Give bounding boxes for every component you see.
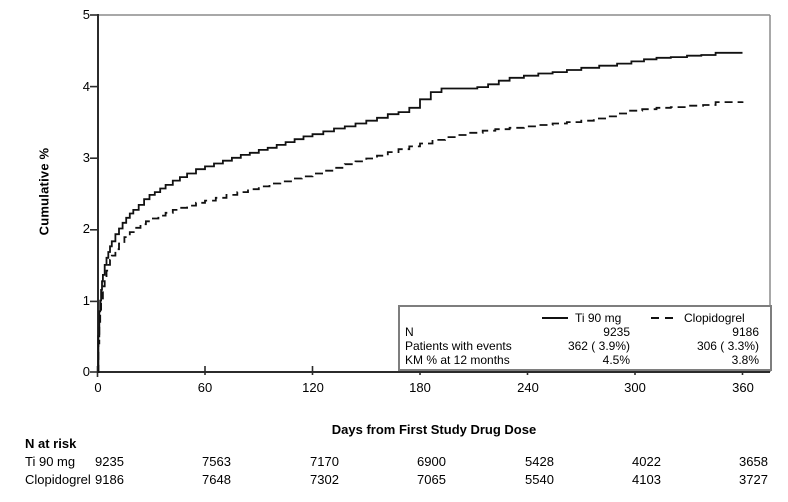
n-at-risk-cell: 5428 [525, 454, 554, 469]
legend-events-clopidogrel: 306 ( 3.3%) [696, 339, 759, 353]
x-tick-label-120: 120 [302, 380, 324, 395]
n-at-risk-cell: 3658 [739, 454, 768, 469]
x-tick-label-300: 300 [624, 380, 646, 395]
n-at-risk-cell: 4103 [632, 472, 661, 487]
legend-row-label-km: KM % at 12 months [405, 353, 510, 367]
legend-n-clopidogrel: 9186 [732, 325, 759, 339]
n-at-risk-cell: 7170 [310, 454, 339, 469]
n-at-risk-cell: 6900 [417, 454, 446, 469]
n-at-risk-row-label-clopidogrel: Clopidogrel [25, 472, 91, 487]
legend-row-label-n: N [405, 325, 414, 339]
y-tick-label-3: 3 [82, 150, 90, 165]
y-tick-label-2: 2 [82, 221, 90, 236]
x-tick-label-60: 60 [197, 380, 213, 395]
n-at-risk-cell: 3727 [739, 472, 768, 487]
ti-90mg-curve [97, 51, 743, 373]
n-at-risk-cell: 9186 [95, 472, 124, 487]
n-at-risk-cell: 7302 [310, 472, 339, 487]
x-tick-label-360: 360 [732, 380, 754, 395]
n-at-risk-title: N at risk [25, 436, 77, 451]
legend-label-clopidogrel: Clopidogrel [684, 311, 745, 325]
legend-events-ti: 362 ( 3.9%) [567, 339, 630, 353]
n-at-risk-cell: 5540 [525, 472, 554, 487]
y-tick-label-5: 5 [82, 7, 90, 22]
n-at-risk-cell: 7648 [202, 472, 231, 487]
legend-km-clopidogrel: 3.8% [731, 353, 759, 367]
legend-entry-clopidogrel: Clopidogrel [651, 311, 745, 325]
legend-row-label-events: Patients with events [405, 339, 512, 353]
x-tick-label-180: 180 [409, 380, 431, 395]
solid-line-sample-icon [542, 317, 568, 319]
n-at-risk-cell: 7065 [417, 472, 446, 487]
x-axis-title: Days from First Study Drug Dose [331, 422, 537, 437]
legend-entry-ti: Ti 90 mg [542, 311, 621, 325]
y-tick-label-1: 1 [82, 293, 90, 308]
n-at-risk-cell: 9235 [95, 454, 124, 469]
x-tick-label-240: 240 [517, 380, 539, 395]
legend-km-ti: 4.5% [602, 353, 630, 367]
y-tick-label-0: 0 [82, 364, 90, 379]
dashed-line-sample-icon [651, 317, 677, 319]
n-at-risk-cell: 4022 [632, 454, 661, 469]
legend-n-ti: 9235 [603, 325, 630, 339]
legend-box: Ti 90 mg Clopidogrel N 9235 9186 Patient… [398, 305, 772, 371]
y-tick-marks [90, 14, 98, 373]
legend-label-ti: Ti 90 mg [575, 311, 622, 325]
y-tick-label-4: 4 [82, 79, 90, 94]
n-at-risk-cell: 7563 [202, 454, 231, 469]
n-at-risk-row-label-ti: Ti 90 mg [25, 454, 76, 469]
x-tick-label-0: 0 [94, 380, 102, 395]
clopidogrel-curve [97, 101, 744, 373]
y-axis-title: Cumulative % [36, 147, 52, 236]
